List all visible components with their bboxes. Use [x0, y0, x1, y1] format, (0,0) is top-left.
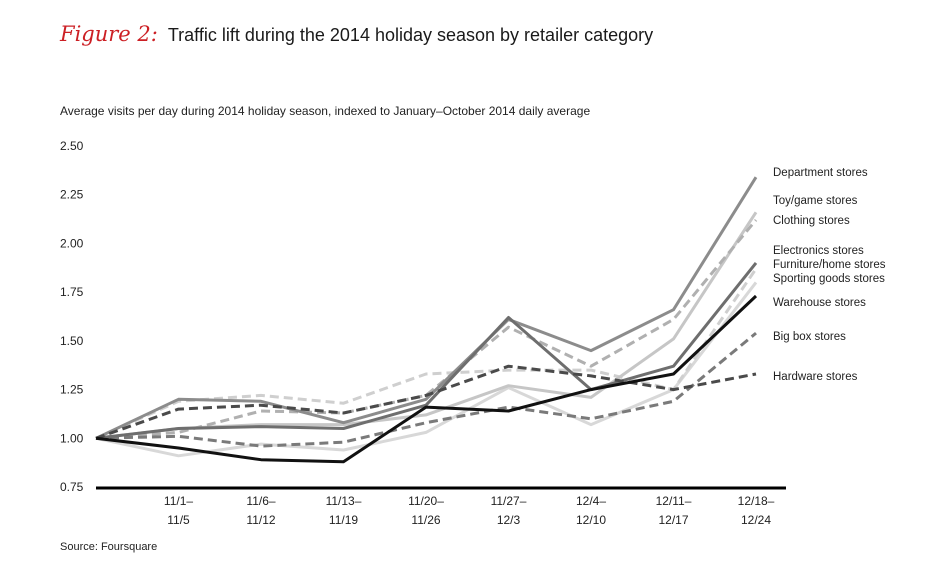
figure-title-row: Figure 2: Traffic lift during the 2014 h… — [60, 22, 653, 46]
figure-label: Figure 2: — [60, 22, 158, 46]
x-tick-label: 12/10 — [576, 513, 606, 527]
x-tick-label: 11/26 — [411, 513, 440, 527]
series-line-warehouse-stores — [95, 294, 758, 464]
x-tick-label: 11/27– — [491, 494, 527, 508]
y-tick-label: 0.75 — [60, 480, 84, 494]
series-label-clothing-stores: Clothing stores — [773, 215, 850, 227]
series-line-sporting-goods-stores — [95, 281, 758, 458]
series-label-warehouse-stores: Warehouse stores — [773, 297, 866, 309]
y-tick-label: 1.25 — [60, 383, 84, 397]
series-label-big-box-stores: Big box stores — [773, 331, 846, 343]
y-tick-label: 2.00 — [60, 236, 84, 250]
x-tick-label: 11/1– — [164, 494, 193, 508]
series-label-sporting-goods-stores: Sporting goods stores — [773, 273, 885, 285]
y-tick-label: 2.50 — [60, 139, 84, 153]
series-label-electronics-stores: Electronics stores — [773, 245, 864, 257]
x-tick-label: 11/20– — [408, 494, 444, 508]
source-note: Source: Foursquare — [60, 541, 158, 553]
x-tick-label: 11/5 — [167, 513, 190, 527]
x-tick-label: 11/12 — [246, 513, 275, 527]
x-tick-label: 12/18– — [738, 494, 775, 508]
series-line-electronics-stores — [95, 261, 758, 440]
x-tick-label: 11/13– — [326, 494, 362, 508]
chart-title: Traffic lift during the 2014 holiday sea… — [167, 25, 654, 45]
y-tick-label: 2.25 — [60, 188, 84, 202]
series-label-toy-game-stores: Toy/game stores — [773, 195, 858, 207]
series-label-hardware-stores: Hardware stores — [773, 371, 858, 383]
x-tick-label: 12/4– — [576, 494, 606, 508]
series-line-furniture-home-stores — [95, 267, 758, 440]
series-label-furniture-home-stores: Furniture/home stores — [773, 259, 886, 271]
y-tick-label: 1.50 — [60, 334, 84, 348]
series-line-department-stores — [95, 176, 758, 440]
series-label-department-stores: Department stores — [773, 167, 868, 179]
series-line-hardware-stores — [95, 364, 757, 440]
x-tick-label: 11/19 — [329, 513, 358, 527]
series-line-toy-game-stores — [95, 219, 758, 440]
x-tick-label: 12/24 — [741, 513, 771, 527]
y-tick-label: 1.00 — [60, 431, 84, 445]
x-tick-label: 12/3 — [497, 513, 521, 527]
x-tick-label: 11/6– — [246, 494, 275, 508]
x-tick-label: 12/11– — [656, 494, 692, 508]
chart-subtitle: Average visits per day during 2014 holid… — [60, 104, 591, 118]
x-tick-label: 12/17 — [658, 513, 688, 527]
y-tick-label: 1.75 — [60, 285, 84, 299]
